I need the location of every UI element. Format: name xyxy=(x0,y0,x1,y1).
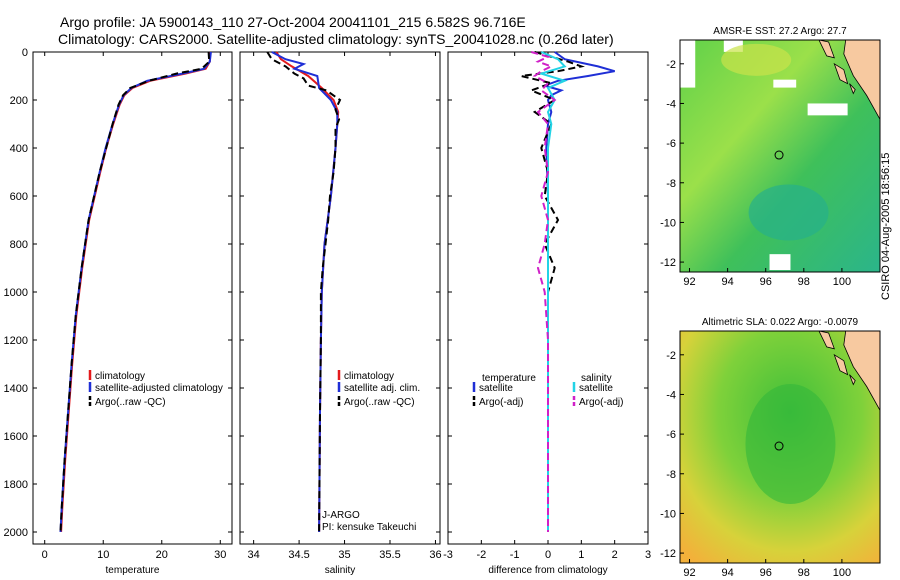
x-tick-label: 35 xyxy=(338,549,350,561)
map-nodata-patch xyxy=(723,40,743,52)
figure-title-line1: Argo profile: JA 5900143_110 27-Oct-2004… xyxy=(60,14,526,30)
map-x-tick-label: 98 xyxy=(798,276,810,288)
y-tick-label: 200 xyxy=(10,95,28,107)
x-tick-label: 3 xyxy=(645,549,651,561)
legend-argo-label: Argo(..raw -QC) xyxy=(95,397,166,408)
map-low-sla-region xyxy=(745,384,836,505)
map-title-0: AMSR-E SST: 27.2 Argo: 27.7 xyxy=(713,26,847,37)
legend-sal-satellite-label: satellite adj. clim. xyxy=(344,383,420,394)
map-nodata-patch xyxy=(773,79,797,88)
series-line-salinity-satellite xyxy=(537,51,568,532)
map-land-island xyxy=(833,62,849,85)
map-y-tick-label: -8 xyxy=(666,178,676,190)
argo-position-marker xyxy=(774,441,784,451)
y-tick-label: 800 xyxy=(10,239,28,251)
x-axis-label: temperature xyxy=(106,565,160,576)
map-frame-1 xyxy=(679,330,881,564)
legend-satellite-label: satellite-adjusted climatology xyxy=(95,383,223,394)
map-land-island xyxy=(818,39,835,59)
y-tick-label: 1400 xyxy=(4,383,28,395)
argo-position-marker xyxy=(774,150,784,160)
x-tick-label: 20 xyxy=(156,549,168,561)
y-tick-label: 2000 xyxy=(4,527,28,539)
map-y-tick-label: -4 xyxy=(666,389,676,401)
series-line-argo xyxy=(266,51,342,533)
y-tick-label: 1800 xyxy=(4,479,28,491)
series-line-temperature-argo xyxy=(521,51,585,532)
x-tick-label: 0 xyxy=(42,549,48,561)
map-warm-region xyxy=(721,43,792,76)
map-y-tick-label: -12 xyxy=(660,548,676,560)
profile-frame-1 xyxy=(239,51,441,545)
map-x-tick-label: 100 xyxy=(833,567,851,579)
x-tick-label: 35.5 xyxy=(379,549,400,561)
annotation-pi: PI: kensuke Takeuchi xyxy=(322,522,416,533)
x-tick-label: 1 xyxy=(578,549,584,561)
x-axis-label: difference from climatology xyxy=(488,565,607,576)
legend-climatology-label: climatology xyxy=(95,371,145,382)
legend-diff-sal-satellite-label: satellite xyxy=(579,383,613,394)
legend-diff-sal-argo-label: Argo(-adj) xyxy=(579,397,623,408)
side-label: CSIRO 04-Aug-2005 18:56:15 xyxy=(880,152,892,300)
map-nodata-patch xyxy=(680,40,696,88)
map-land-island xyxy=(849,83,856,95)
map-y-tick-label: -2 xyxy=(666,59,676,71)
y-tick-label: 1000 xyxy=(4,287,28,299)
legend-diff-temp-satellite-label: satellite xyxy=(479,383,513,394)
map-x-tick-label: 96 xyxy=(760,567,772,579)
map-y-tick-label: -6 xyxy=(666,429,676,441)
series-line-argo xyxy=(59,51,211,533)
y-tick-label: 400 xyxy=(10,143,28,155)
map-x-tick-label: 98 xyxy=(798,567,810,579)
y-tick-label: 1600 xyxy=(4,431,28,443)
map-frame-0 xyxy=(679,39,881,273)
map-x-tick-label: 100 xyxy=(833,276,851,288)
y-tick-label: 600 xyxy=(10,191,28,203)
map-nodata-patch xyxy=(807,103,848,116)
map-land-island xyxy=(849,374,856,386)
y-tick-label: 0 xyxy=(22,47,28,59)
legend-sal-argo-label: Argo(..raw -QC) xyxy=(344,397,415,408)
x-tick-label: 2 xyxy=(612,549,618,561)
map-x-tick-label: 94 xyxy=(721,567,733,579)
x-tick-label: -2 xyxy=(476,549,486,561)
x-tick-label: 34.5 xyxy=(288,549,309,561)
legend-sal-climatology-label: climatology xyxy=(344,371,394,382)
figure-title-line2: Climatology: CARS2000. Satellite-adjuste… xyxy=(58,31,614,47)
map-y-tick-label: -2 xyxy=(666,350,676,362)
map-x-tick-label: 92 xyxy=(683,567,695,579)
x-tick-label: 36 xyxy=(429,549,441,561)
map-y-tick-label: -12 xyxy=(660,257,676,269)
map-cool-region xyxy=(748,184,829,241)
y-tick-label: 1200 xyxy=(4,335,28,347)
x-tick-label: -3 xyxy=(443,549,453,561)
x-tick-label: 34 xyxy=(248,549,260,561)
x-tick-label: 30 xyxy=(214,549,226,561)
legend-temperature-header: temperature xyxy=(482,373,536,384)
x-tick-label: -1 xyxy=(510,549,520,561)
map-land-island xyxy=(833,353,849,376)
map-title-1: Altimetric SLA: 0.022 Argo: -0.0079 xyxy=(702,317,859,328)
map-nodata-patch xyxy=(769,254,791,271)
series-line-salinity-argo xyxy=(531,51,557,532)
map-x-tick-label: 94 xyxy=(721,276,733,288)
map-y-tick-label: -4 xyxy=(666,98,676,110)
x-tick-label: 0 xyxy=(545,549,551,561)
map-y-tick-label: -10 xyxy=(660,217,676,229)
annotation-program: J-ARGO xyxy=(322,510,360,521)
x-tick-label: 10 xyxy=(97,549,109,561)
legend-diff-temp-argo-label: Argo(-adj) xyxy=(479,397,523,408)
map-x-tick-label: 96 xyxy=(760,276,772,288)
map-y-tick-label: -10 xyxy=(660,508,676,520)
map-x-tick-label: 92 xyxy=(683,276,695,288)
profile-frame-0 xyxy=(32,51,233,545)
map-y-tick-label: -8 xyxy=(666,469,676,481)
x-axis-label: salinity xyxy=(325,565,356,576)
map-land-island xyxy=(818,330,835,350)
map-y-tick-label: -6 xyxy=(666,138,676,150)
legend-salinity-header: salinity xyxy=(581,373,612,384)
